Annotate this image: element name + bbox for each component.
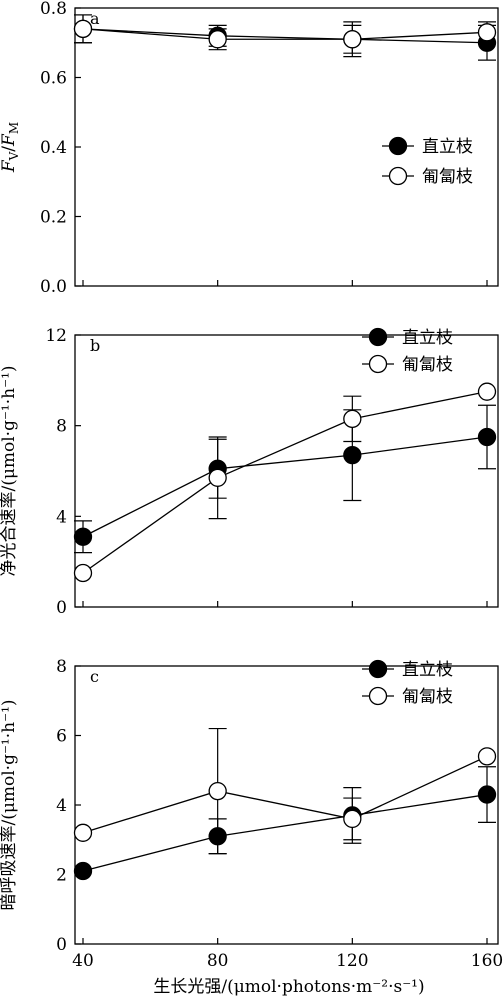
legend-label: 直立枝 [402, 660, 453, 680]
series-open [73, 727, 497, 855]
y-tick-label: 6 [56, 727, 67, 747]
x-tick-label: 40 [72, 951, 94, 971]
y-tick-label: 0.4 [40, 138, 67, 158]
shared-x-axis-label: 生长光强/(μmol·photons·m⁻²·s⁻¹) [153, 977, 424, 997]
series-line [82, 793, 488, 872]
plot-frame [74, 334, 499, 608]
y-axis-label-part: F [0, 159, 19, 173]
x-tick-label: 160 [471, 951, 503, 971]
panel-tag: b [90, 336, 100, 355]
y-axis-label-part: V [7, 151, 21, 161]
data-point [73, 527, 93, 546]
data-point [73, 861, 93, 881]
data-point [343, 30, 362, 49]
data-point [73, 563, 93, 583]
data-point [208, 468, 227, 487]
y-tick-label: 0 [56, 598, 67, 618]
series-filled [73, 404, 497, 554]
legend-label: 匍匐枝 [402, 355, 453, 375]
data-point [73, 19, 93, 39]
y-tick-label: 4 [56, 507, 67, 527]
series-line [82, 755, 488, 834]
legend-label: 直立枝 [422, 137, 473, 157]
legend-marker [388, 166, 408, 186]
data-point [343, 409, 362, 429]
y-axis-label: 暗呼吸速率/(μmol·g⁻¹·h⁻¹) [0, 699, 19, 910]
data-point [343, 809, 362, 829]
data-point [477, 747, 497, 766]
y-tick-label: 0 [56, 935, 67, 955]
y-tick-label: 12 [45, 326, 67, 346]
x-tick-label: 120 [336, 951, 368, 971]
data-point [477, 427, 497, 447]
series-open [73, 14, 497, 54]
series-line [82, 391, 488, 574]
x-tick-label: 80 [207, 951, 229, 971]
panel-c: 0 2 4 6 8 40 80 120 160 c 暗呼吸速率/(μmol·g⁻¹·h⁻¹) 直立枝匍… [0, 657, 503, 971]
data-point [73, 823, 93, 842]
y-tick-label: 8 [56, 657, 67, 677]
legend-marker [388, 136, 408, 156]
data-point [208, 781, 227, 801]
y-axis-label: FV/FM [0, 122, 21, 173]
y-tick-label: 0.2 [40, 208, 67, 228]
data-point [477, 23, 497, 42]
legend-marker [368, 686, 388, 706]
legend-marker [368, 659, 388, 679]
data-point [208, 30, 227, 49]
data-point [343, 445, 362, 465]
y-axis-label-part: M [7, 122, 21, 134]
series-line [82, 28, 488, 44]
data-point [477, 785, 497, 804]
series-line [82, 436, 488, 538]
data-point [477, 382, 497, 401]
panel-tag: c [90, 667, 99, 686]
y-tick-label: 2 [56, 866, 67, 886]
y-tick-label: 0.8 [40, 0, 67, 19]
y-tick-label: 4 [56, 796, 67, 816]
y-axis-label: 净光合速率/(μmol·g⁻¹·h⁻¹) [0, 365, 19, 576]
series-filled [73, 766, 497, 881]
panel-tag: a [90, 9, 100, 28]
y-axis-label-part: F [0, 133, 19, 147]
y-tick-label: 0.6 [40, 69, 67, 89]
y-tick-label: 0.0 [40, 277, 67, 297]
legend-marker [368, 354, 388, 374]
legend-label: 匍匐枝 [422, 167, 473, 187]
series-line [82, 28, 488, 40]
legend-label: 直立枝 [402, 328, 453, 348]
series-filled [73, 14, 497, 61]
series-open [73, 382, 497, 583]
legend-label: 匍匐枝 [402, 687, 453, 707]
legend-marker [368, 327, 388, 347]
y-tick-label: 8 [56, 417, 67, 437]
y-axis-label-part: / [0, 146, 19, 152]
